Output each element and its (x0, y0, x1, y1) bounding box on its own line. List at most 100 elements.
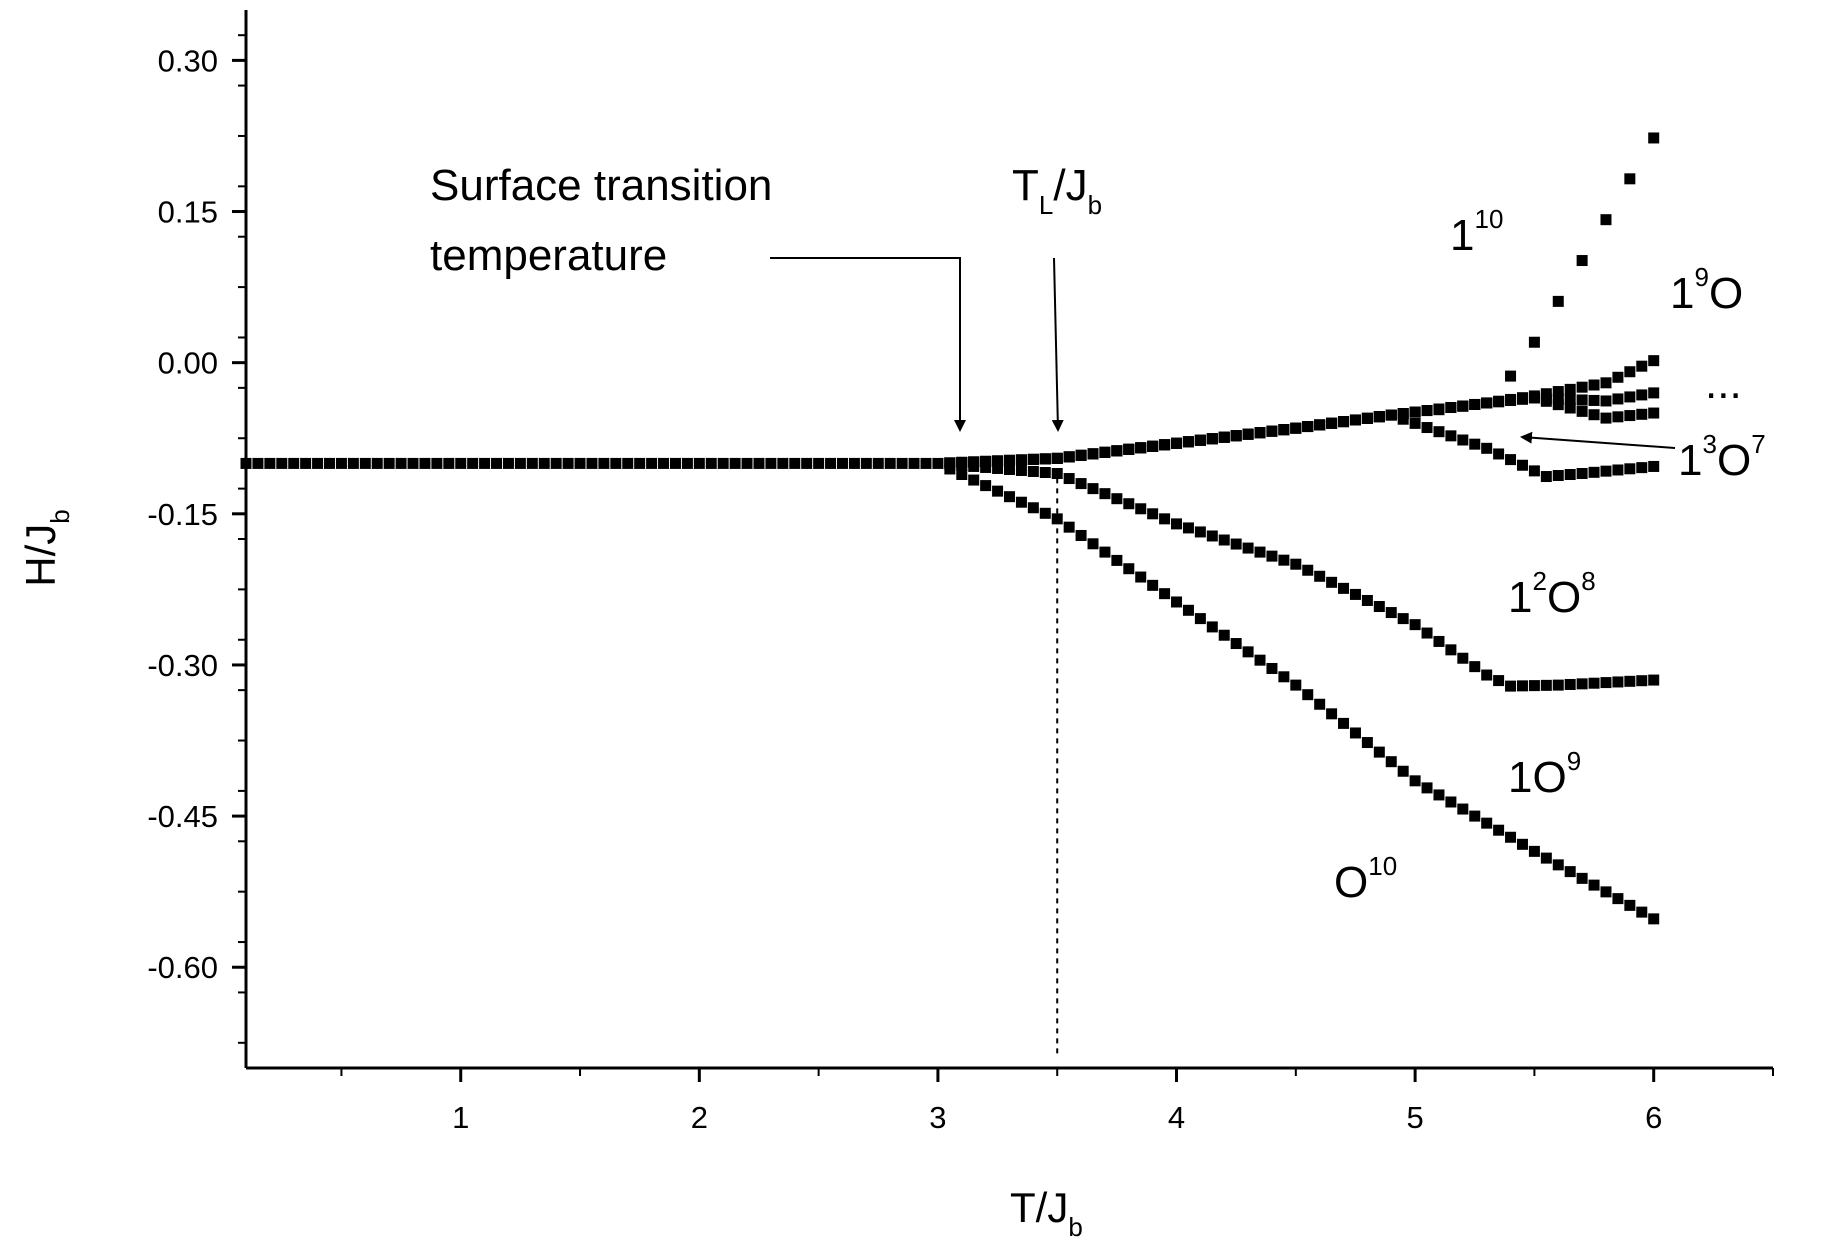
data-point-1O9 (1123, 498, 1135, 510)
data-point-1-10 (1505, 370, 1517, 382)
label-1-3-O-7: 13O7 (1678, 429, 1766, 485)
data-point-O10 (1314, 698, 1326, 710)
data-point-1O9 (1314, 570, 1326, 582)
data-point-1O9 (1290, 558, 1302, 570)
data-point-O10 (968, 474, 980, 486)
x-tick-label: 1 (452, 1100, 469, 1135)
data-point-1-2O-8 (1576, 468, 1588, 480)
data-point-1-9O (1624, 366, 1636, 378)
data-point-1-9O (1206, 433, 1218, 445)
data-point-common (622, 457, 634, 469)
data-point-common (300, 457, 312, 469)
data-point-1-9O (1397, 408, 1409, 420)
data-point-1-9O (1171, 437, 1183, 449)
label-1-10: 110 (1450, 204, 1503, 260)
data-point-O10 (1505, 831, 1517, 843)
y-tick-label: 0.00 (158, 346, 218, 381)
data-point-common (884, 457, 896, 469)
data-point-1-2O-8 (1552, 470, 1564, 482)
data-point-1O9 (1302, 564, 1314, 576)
data-point-O10 (1111, 554, 1123, 566)
x-tick-label: 6 (1645, 1100, 1662, 1135)
data-point-common (729, 457, 741, 469)
data-point-1-9O (1004, 454, 1015, 466)
data-point-common (586, 457, 598, 469)
annotation-tl-label: TL/Jb (1012, 161, 1102, 220)
data-point-1O9 (1230, 538, 1242, 550)
data-point-1-3O-7 (1612, 411, 1624, 423)
axes: 1 2 3 4 5 6 0.30 0.15 0.00 -0.15 -0.30 -0.45 -0.60 (147, 10, 1774, 1135)
data-point-O10 (1182, 604, 1194, 616)
data-point-1-9O (956, 456, 968, 468)
data-point-1-9O (1338, 416, 1350, 428)
data-point-common (514, 457, 526, 469)
data-point-1O9 (1027, 465, 1039, 477)
data-point-common (860, 457, 872, 469)
data-point-O10 (980, 480, 992, 492)
data-point-1-2O-8 (1564, 469, 1576, 481)
data-point-O10 (1564, 866, 1576, 878)
data-point-common (502, 457, 514, 469)
data-point-common (526, 457, 538, 469)
data-point-common (359, 457, 371, 469)
data-point-O10 (1457, 803, 1469, 815)
data-point-1-9O (1409, 406, 1421, 418)
data-point-O10 (1385, 756, 1397, 768)
data-point-common (896, 457, 908, 469)
data-point-O10 (1278, 671, 1290, 683)
data-point-O10 (1493, 824, 1505, 836)
data-point-common (872, 457, 884, 469)
data-point-common (264, 457, 276, 469)
data-point-1O9 (1481, 669, 1493, 681)
data-point-1-10 (1528, 336, 1540, 348)
data-point-O10 (1051, 513, 1063, 525)
data-point-1-10 (1433, 404, 1445, 416)
data-point-common (562, 457, 574, 469)
data-point-O10 (956, 469, 968, 481)
data-point-1O9 (1397, 613, 1409, 625)
data-point-1O9 (1600, 677, 1612, 689)
data-point-1-9O (1326, 417, 1338, 429)
data-point-common (276, 457, 288, 469)
data-point-1O9 (1338, 582, 1350, 594)
data-point-common (443, 457, 455, 469)
data-point-1O9 (1469, 661, 1481, 673)
data-point-common (801, 457, 813, 469)
data-point-1-9O (1278, 424, 1290, 436)
data-point-common (419, 457, 431, 469)
data-point-O10 (1397, 765, 1409, 777)
data-point-1-2O-8 (1469, 438, 1481, 450)
data-points (240, 132, 1660, 925)
data-point-O10 (1075, 529, 1087, 541)
data-point-1O9 (1373, 601, 1385, 613)
data-point-1O9 (1087, 483, 1099, 495)
data-point-1-9O (1075, 449, 1087, 461)
data-point-1-2O-8 (1445, 430, 1457, 442)
data-point-1O9 (1135, 503, 1147, 515)
data-point-O10 (1171, 596, 1183, 608)
data-point-1-10 (1457, 400, 1469, 412)
data-point---- (1612, 393, 1624, 405)
data-point-common (705, 457, 717, 469)
data-point-1-10 (1576, 255, 1588, 267)
data-point-1-2O-8 (1457, 434, 1469, 446)
data-point-1O9 (1242, 542, 1254, 554)
data-point-1O9 (1433, 635, 1445, 647)
data-point-O10 (1624, 899, 1636, 911)
data-point-1-2O-8 (1540, 471, 1552, 483)
data-point-1O9 (1111, 493, 1123, 505)
data-point-1-9O (1182, 436, 1194, 448)
data-point-O10 (1361, 737, 1373, 749)
data-point-common (479, 457, 491, 469)
data-point-O10 (1015, 496, 1027, 508)
data-point-1-10 (1552, 295, 1564, 307)
data-point-common (789, 457, 801, 469)
data-point-1-2O-8 (1612, 464, 1624, 476)
data-point-O10 (1588, 879, 1600, 891)
x-tick-label: 5 (1406, 1100, 1423, 1135)
data-point-common (407, 457, 419, 469)
data-point-1O9 (1409, 619, 1421, 631)
data-point-1-9O (1087, 448, 1099, 460)
data-point-common (324, 457, 336, 469)
data-point-1-3O-7 (1624, 410, 1636, 422)
